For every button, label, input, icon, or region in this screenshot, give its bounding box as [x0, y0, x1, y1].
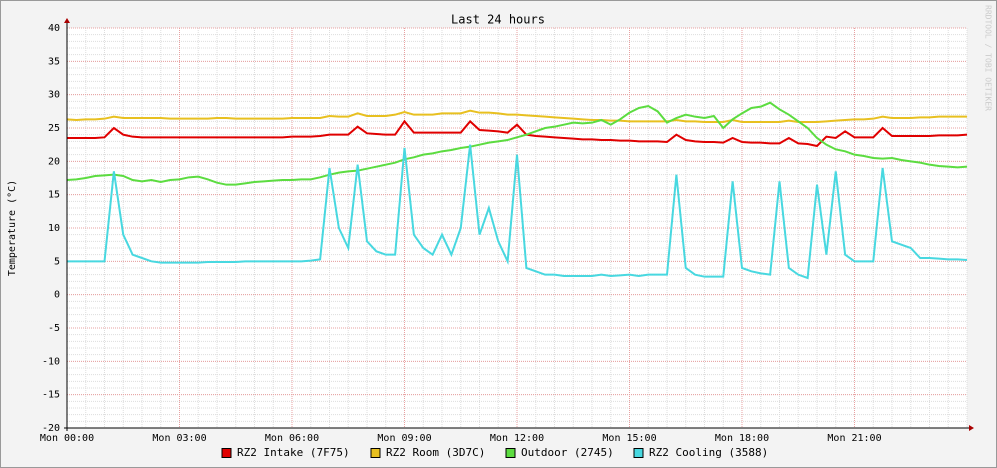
- legend-label: RZ2 Intake (7F75): [237, 446, 350, 459]
- lines: [66, 101, 968, 280]
- y-axis-arrow: [64, 18, 70, 23]
- y-tick-label: 10: [48, 223, 60, 234]
- x-axis-arrow: [969, 425, 974, 431]
- x-tick-label: Mon 00:00: [40, 433, 94, 444]
- y-tick-label: -5: [48, 323, 60, 334]
- y-axis-label: Temperature (°C): [7, 180, 18, 276]
- axes: -20 -15 -10 -5 0 5 10 15 20 25 30 35 40 Mon 00:00 Mon …: [40, 18, 974, 444]
- watermark: RRDTOOL / TOBI OETIKER: [984, 5, 993, 111]
- x-tick-label: Mon 15:00: [602, 433, 656, 444]
- y-tick-label: 0: [54, 290, 60, 301]
- x-tick-label: Mon 18:00: [715, 433, 769, 444]
- y-tick-label: 15: [48, 190, 60, 201]
- y-tick-label: 5: [54, 256, 60, 267]
- x-tick-label: Mon 21:00: [827, 433, 881, 444]
- x-tick-label: Mon 09:00: [377, 433, 431, 444]
- chart-title: Last 24 hours: [451, 13, 545, 27]
- legend-label: RZ2 Cooling (3588): [649, 446, 768, 459]
- series-line: [66, 101, 968, 186]
- series-line: [66, 109, 967, 123]
- y-tick-label: 35: [48, 56, 60, 67]
- y-tick-label: 30: [48, 90, 60, 101]
- y-tick-label: 40: [48, 23, 60, 34]
- series-line: [67, 144, 968, 280]
- y-tick-label: 20: [48, 156, 60, 167]
- x-tick-label: Mon 06:00: [265, 433, 319, 444]
- legend-swatch: [221, 448, 232, 458]
- legend-swatch: [505, 448, 516, 458]
- y-tick-label: -10: [42, 356, 60, 367]
- y-tick-label: -20: [42, 423, 60, 434]
- x-tick-label: Mon 12:00: [490, 433, 544, 444]
- y-tick-label: -15: [42, 390, 60, 401]
- series-line: [67, 119, 968, 148]
- x-tick-label: Mon 03:00: [152, 433, 206, 444]
- legend-swatch: [633, 448, 644, 458]
- y-tick-label: 25: [48, 123, 60, 134]
- grid: [66, 27, 968, 429]
- legend-label: Outdoor (2745): [521, 446, 614, 459]
- legend-label: RZ2 Room (3D7C): [386, 446, 485, 459]
- legend-swatch: [370, 448, 381, 458]
